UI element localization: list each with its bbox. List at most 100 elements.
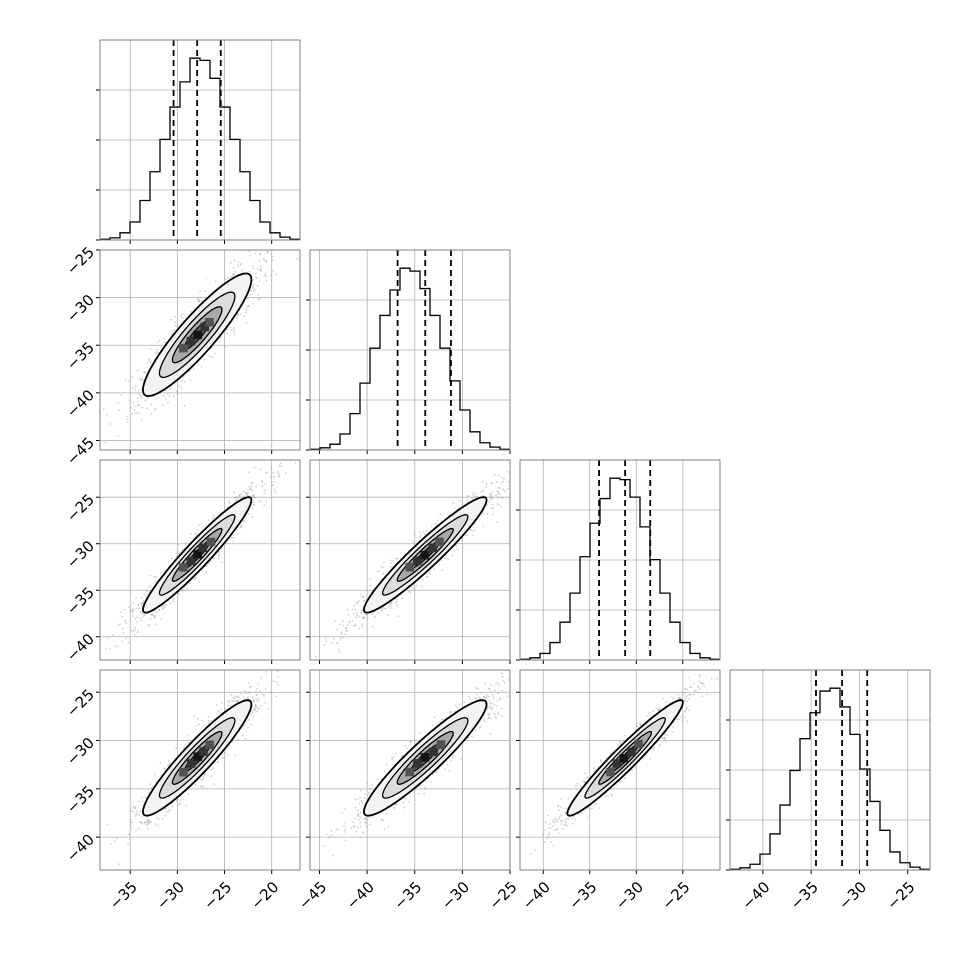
sample-point [226, 506, 229, 509]
sample-point [381, 609, 384, 612]
sample-point [353, 625, 356, 628]
sample-point [234, 270, 237, 273]
sample-point [226, 328, 229, 331]
sample-point [170, 388, 173, 391]
sample-point [192, 537, 195, 539]
sample-point [278, 464, 281, 467]
sample-point [354, 624, 357, 627]
sample-point [254, 496, 256, 499]
sample-point [261, 480, 264, 483]
sample-point [148, 358, 151, 361]
histogram-step-line [100, 57, 300, 240]
sample-point [162, 394, 165, 397]
sample-point [240, 262, 243, 265]
sample-point [154, 823, 157, 825]
sample-point [130, 827, 133, 829]
sample-point [263, 259, 266, 261]
sample-point [144, 371, 147, 374]
sample-point [447, 558, 450, 560]
sample-point [123, 608, 126, 611]
sample-point [155, 351, 158, 353]
sample-point [125, 622, 128, 624]
sample-point [131, 610, 134, 613]
sample-point [488, 501, 491, 503]
sample-point [155, 612, 158, 614]
sample-point [136, 616, 139, 619]
sample-point [140, 395, 142, 397]
sample-point [373, 611, 375, 614]
density-cell [186, 556, 196, 566]
sample-point [200, 365, 203, 368]
sample-point [129, 824, 132, 827]
sample-point [149, 586, 152, 589]
sample-point [147, 823, 149, 825]
sample-point [271, 255, 274, 258]
sample-point [139, 821, 141, 824]
y-tick-label: −25 [63, 490, 98, 525]
sample-point [197, 296, 200, 299]
sample-point [436, 519, 439, 522]
sample-point [190, 533, 192, 535]
sample-point [252, 287, 254, 289]
sample-point [234, 754, 237, 757]
sample-point [250, 713, 253, 716]
sample-point [232, 700, 234, 703]
sample-point [117, 624, 120, 627]
sample-point [253, 287, 256, 290]
sample-point [140, 418, 143, 421]
sample-point [247, 491, 250, 494]
sample-point [266, 471, 268, 474]
sample-point [440, 559, 443, 561]
sample-point [260, 500, 262, 503]
y-tick-label: −35 [63, 584, 98, 619]
sample-point [144, 399, 147, 402]
sample-point [472, 492, 474, 495]
sample-point [130, 407, 133, 409]
sample-point [257, 294, 259, 296]
sample-point [340, 631, 342, 634]
sample-point [132, 608, 134, 610]
sample-point [197, 298, 200, 301]
sample-point [342, 624, 345, 627]
sample-point [252, 265, 254, 267]
sample-point [211, 356, 214, 358]
sample-point [165, 398, 168, 400]
sample-point [236, 700, 239, 703]
sample-point [233, 273, 236, 275]
sample-point [273, 488, 276, 491]
sample-point [138, 403, 141, 406]
sample-point [457, 506, 460, 509]
sample-point [232, 536, 235, 539]
sample-point [336, 642, 339, 644]
sample-point [125, 637, 128, 640]
sample-point [472, 526, 475, 529]
panel-plot-area [310, 436, 541, 660]
sample-point [153, 617, 156, 620]
sample-point [117, 435, 120, 438]
histogram-panel [516, 459, 721, 664]
sample-point [251, 507, 254, 510]
sample-point [539, 436, 541, 438]
sample-point [150, 613, 153, 616]
sample-point [472, 530, 475, 532]
sample-point [217, 557, 220, 560]
sample-point [356, 611, 358, 614]
sample-point [245, 306, 248, 309]
sample-point [172, 394, 175, 397]
sample-point [243, 519, 246, 522]
sample-point [360, 611, 362, 614]
density-cell [179, 563, 188, 572]
sample-point [160, 606, 163, 608]
sample-point [413, 533, 416, 535]
sample-point [163, 338, 166, 340]
sample-point [252, 267, 255, 270]
sample-point [153, 409, 156, 412]
sample-point [226, 332, 229, 335]
sample-point [119, 623, 121, 626]
sample-point [500, 476, 503, 479]
sample-point [229, 502, 231, 505]
sample-point [163, 605, 166, 607]
sample-point [482, 489, 485, 492]
sample-point [476, 495, 479, 498]
sample-point [173, 329, 176, 331]
